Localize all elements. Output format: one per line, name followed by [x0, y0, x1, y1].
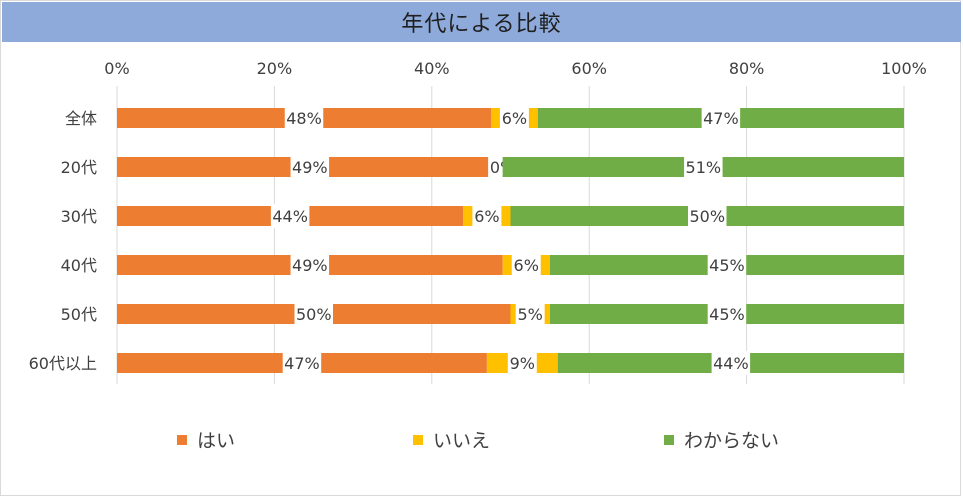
legend-item-unknown: わからない — [664, 426, 779, 453]
data-label: 48% — [286, 109, 322, 128]
legend-swatch-yes — [177, 434, 187, 445]
data-label: 50% — [689, 207, 725, 226]
data-label: 47% — [284, 354, 320, 373]
data-label: 44% — [713, 354, 749, 373]
category-label: 50代 — [61, 305, 97, 324]
category-label: 30代 — [61, 207, 97, 226]
data-label-box — [284, 106, 324, 130]
data-label-box — [515, 302, 545, 326]
legend-label-unknown: わからない — [684, 430, 780, 452]
x-tick-label: 80% — [729, 59, 765, 78]
category-label: 全体 — [65, 109, 97, 128]
data-label-box — [707, 302, 747, 326]
data-label-box — [290, 155, 330, 179]
title-bar: 年代による比較 — [2, 2, 961, 42]
data-label-box — [684, 155, 723, 179]
data-label-box — [270, 204, 310, 228]
category-label: 60代以上 — [29, 354, 97, 373]
data-label-box — [688, 204, 727, 228]
data-label: 49% — [292, 256, 328, 275]
data-label: 6% — [514, 256, 539, 275]
data-label: 45% — [709, 256, 745, 275]
data-label: 44% — [272, 207, 308, 226]
data-label-box — [290, 253, 330, 277]
category-label: 40代 — [61, 256, 97, 275]
data-label: 9% — [510, 354, 535, 373]
data-label-box — [294, 302, 333, 326]
data-label-box — [511, 253, 541, 277]
data-label: 51% — [686, 158, 722, 177]
data-label-box — [472, 204, 502, 228]
legend-item-yes: はい — [177, 426, 235, 453]
data-label-box — [707, 253, 747, 277]
chart-title: 年代による比較 — [401, 12, 562, 37]
data-label: 49% — [292, 158, 328, 177]
data-label-box — [711, 351, 751, 375]
x-tick-label: 100% — [881, 59, 927, 78]
legend-label-yes: はい — [197, 430, 236, 452]
data-label: 6% — [502, 109, 527, 128]
data-label-box — [282, 351, 322, 375]
legend-swatch-no — [413, 434, 423, 445]
data-label: 45% — [709, 305, 745, 324]
legend-swatch-unknown — [664, 434, 674, 445]
legend-item-no: いいえ — [413, 426, 490, 453]
category-label: 20代 — [61, 158, 97, 177]
data-label-box — [507, 351, 537, 375]
data-label: 50% — [296, 305, 332, 324]
legend: はい いいえ わからない — [0, 426, 963, 456]
x-tick-label: 20% — [257, 59, 293, 78]
x-tick-label: 40% — [414, 59, 450, 78]
legend-label-no: いいえ — [433, 430, 491, 452]
x-tick-label: 60% — [571, 59, 607, 78]
data-label: 5% — [517, 305, 542, 324]
x-tick-label: 0% — [104, 59, 129, 78]
data-label-box — [499, 106, 529, 130]
data-label-box — [701, 106, 741, 130]
data-label: 6% — [474, 207, 499, 226]
data-label: 47% — [703, 109, 739, 128]
